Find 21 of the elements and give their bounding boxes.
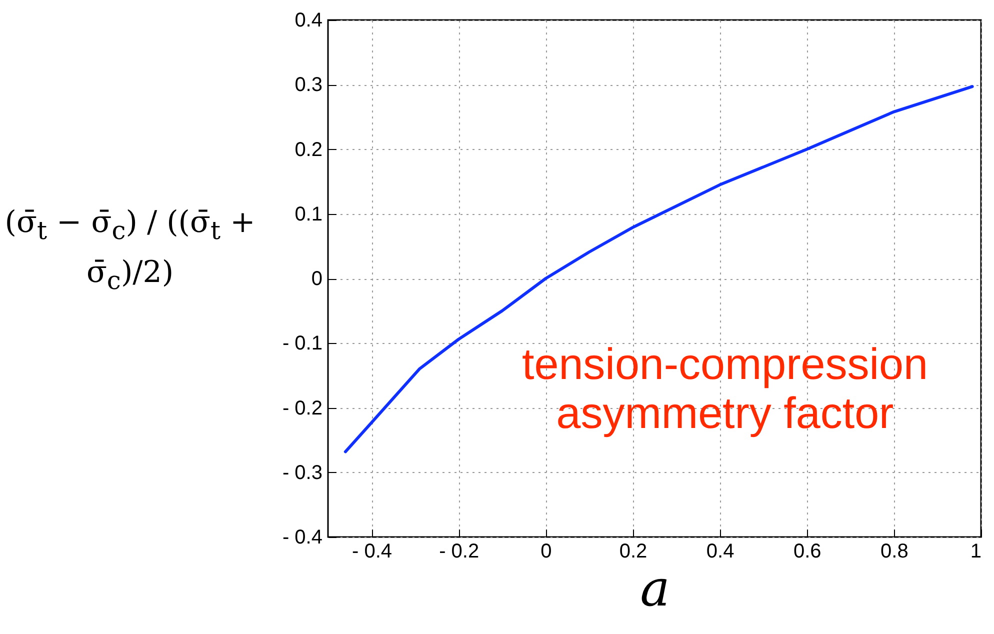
x-tick-label: - 0.4: [352, 540, 392, 562]
x-tick-label: 0.4: [706, 540, 734, 562]
x-tick-label: - 0.2: [439, 540, 480, 562]
x-tick-label: 1: [970, 540, 982, 562]
x-tick-label: 0.6: [793, 540, 822, 562]
x-tick-label: 0: [540, 540, 552, 562]
line-series: [344, 85, 974, 454]
x-tick-label: 0.8: [880, 540, 908, 562]
y-tick-label: 0.4: [294, 10, 322, 32]
y-tick-label: 0.1: [294, 203, 322, 226]
x-axis-title: a: [640, 560, 670, 618]
x-tick-label: 0.2: [619, 540, 648, 562]
y-tick-label: 0.2: [294, 138, 322, 161]
annotation: tension-compression asymmetry factor: [521, 340, 929, 439]
y-tick-label: - 0.1: [282, 332, 322, 355]
y-tick-label: 0: [311, 268, 322, 290]
y-tick-label: - 0.4: [282, 526, 322, 548]
y-tick-label: 0.3: [294, 74, 322, 96]
y-tick-label: - 0.2: [282, 397, 322, 420]
y-tick-label: - 0.3: [282, 462, 322, 484]
text: (σ̄$_{t}$ − σ̄$_{c}$) / ((σ̄$_{t}$ + σ̄$_{c}$)/2): [4, 205, 256, 294]
